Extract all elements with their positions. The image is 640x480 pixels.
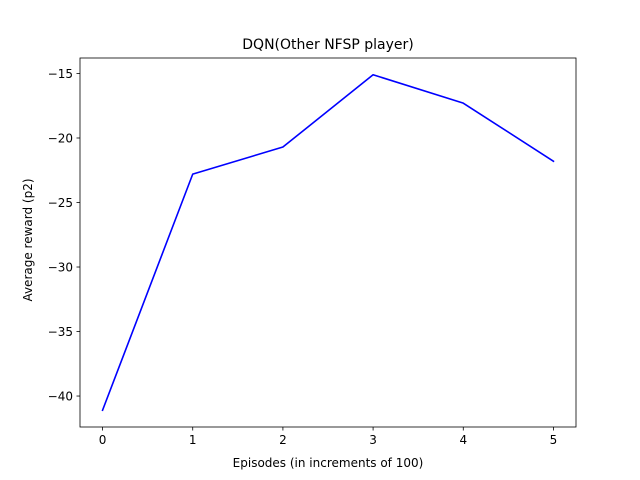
y-tick-label: −25 (48, 196, 73, 210)
axes-frame (79, 57, 577, 428)
x-tick-label: 1 (189, 433, 197, 447)
x-tick-label: 4 (459, 433, 467, 447)
x-tick-label: 5 (550, 433, 558, 447)
plot-area: 0 1 2 3 4 5 −40 −35 −30 −25 −20 −15 (48, 57, 577, 447)
x-tick-label: 2 (279, 433, 287, 447)
y-axis-label: Average reward (p2) (21, 178, 35, 301)
y-tick-label: −15 (48, 67, 73, 81)
x-tick-label: 3 (369, 433, 377, 447)
y-tick-label: −35 (48, 325, 73, 339)
x-tick-label: 0 (99, 433, 107, 447)
y-tick-label: −20 (48, 131, 73, 145)
series-line (101, 73, 555, 412)
chart-title: DQN(Other NFSP player) (242, 37, 413, 53)
y-tick-label: −30 (48, 261, 73, 275)
y-tick-label: −40 (48, 390, 73, 404)
x-axis-label: Episodes (in increments of 100) (233, 456, 424, 470)
